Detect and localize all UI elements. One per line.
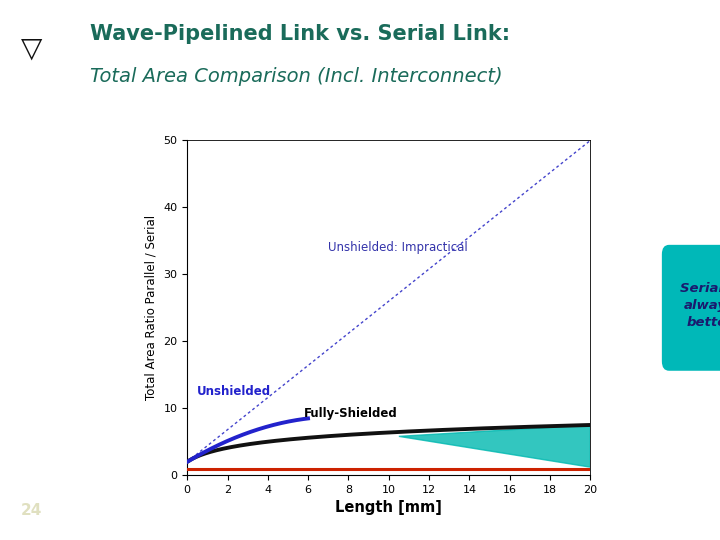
Text: Unshielded: Impractical: Unshielded: Impractical xyxy=(328,241,468,254)
FancyBboxPatch shape xyxy=(662,245,720,371)
Text: Wave-Pipelined Link vs. Serial Link:: Wave-Pipelined Link vs. Serial Link: xyxy=(89,24,510,44)
X-axis label: Length [mm]: Length [mm] xyxy=(336,501,442,516)
Text: 24: 24 xyxy=(21,503,42,518)
Text: ▽: ▽ xyxy=(21,35,42,63)
Y-axis label: Total Area Ratio Parallel / Serial: Total Area Ratio Parallel / Serial xyxy=(145,215,158,400)
Text: Total Area Comparison (Incl. Interconnect): Total Area Comparison (Incl. Interconnec… xyxy=(89,68,503,86)
Text: Serial is
always
better: Serial is always better xyxy=(680,282,720,329)
Polygon shape xyxy=(399,425,590,467)
Text: Unshielded: Unshielded xyxy=(197,385,271,398)
Text: Fully-Shielded: Fully-Shielded xyxy=(304,407,398,420)
